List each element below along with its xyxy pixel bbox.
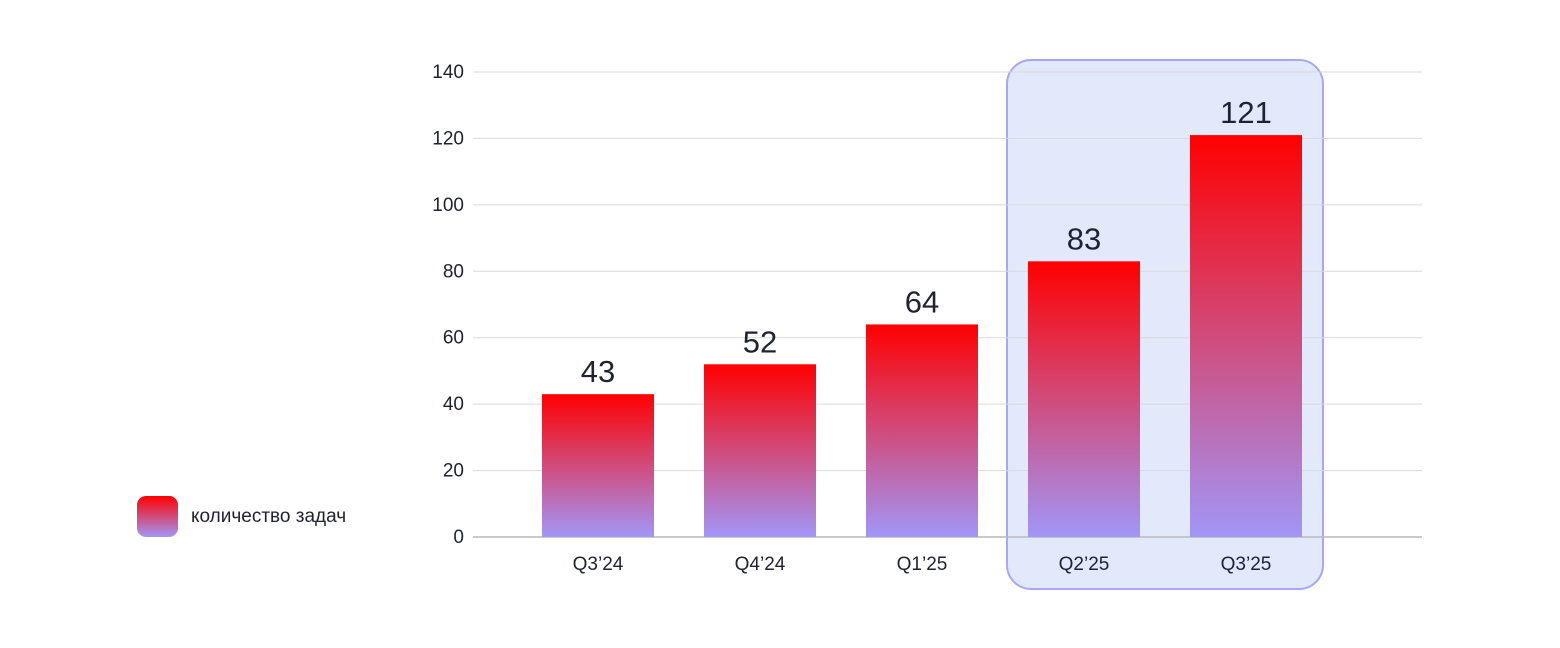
bar — [1028, 261, 1140, 537]
category-label: Q3’25 — [1221, 554, 1272, 575]
legend-label: количество задач — [191, 505, 347, 527]
bar — [704, 364, 816, 537]
value-label: 83 — [1067, 221, 1101, 256]
value-label: 64 — [905, 284, 939, 319]
category-label: Q4’24 — [735, 554, 786, 575]
category-label: Q2’25 — [1059, 554, 1110, 575]
y-tick-label: 0 — [453, 527, 464, 548]
y-tick-label: 120 — [432, 128, 464, 149]
value-label: 52 — [743, 324, 777, 359]
legend-swatch — [137, 496, 178, 537]
bar — [1190, 135, 1302, 537]
category-label: Q1’25 — [897, 554, 948, 575]
y-tick-label: 100 — [432, 195, 464, 216]
y-tick-label: 40 — [443, 394, 464, 415]
y-tick-label: 20 — [443, 461, 464, 482]
legend: количество задач — [137, 496, 346, 537]
value-label: 43 — [581, 354, 615, 389]
y-tick-label: 80 — [443, 261, 464, 282]
category-label: Q3’24 — [573, 554, 624, 575]
bar — [866, 324, 978, 537]
bar — [542, 394, 654, 537]
value-label: 121 — [1220, 95, 1272, 130]
y-tick-label: 140 — [432, 62, 464, 83]
y-tick-label: 60 — [443, 328, 464, 349]
